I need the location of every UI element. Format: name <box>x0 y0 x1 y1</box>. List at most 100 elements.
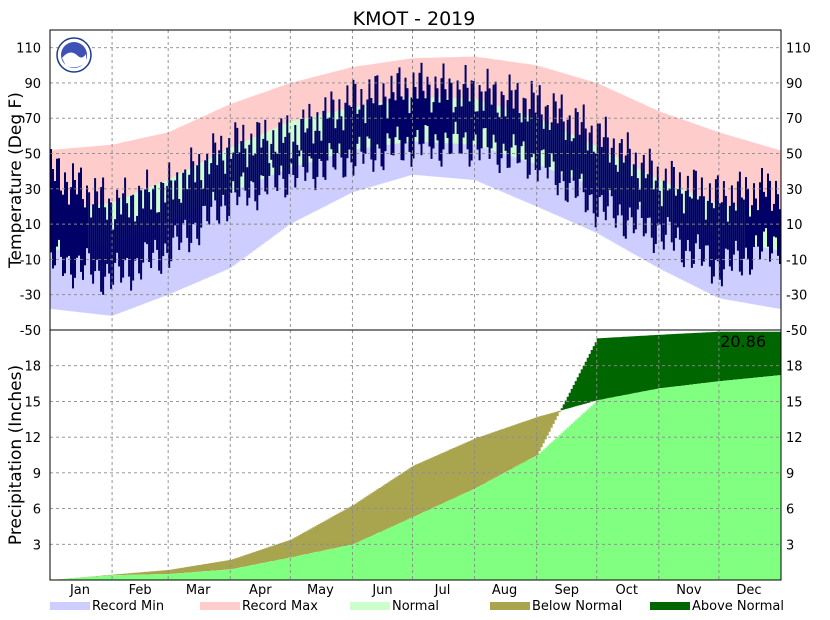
observed-temp-bar <box>522 97 525 142</box>
observed-temp-bar <box>490 104 493 149</box>
observed-temp-bar <box>378 105 381 149</box>
observed-temp-bar <box>206 153 209 222</box>
observed-temp-bar <box>562 121 565 182</box>
observed-temp-bar <box>234 122 237 193</box>
observed-temp-bar <box>568 115 571 183</box>
observed-temp-bar <box>452 112 455 134</box>
observed-temp-bar <box>740 197 743 276</box>
observed-temp-bar <box>478 85 481 161</box>
observed-temp-bar <box>736 181 739 251</box>
observed-temp-bar <box>654 180 657 244</box>
observed-temp-bar <box>256 122 259 211</box>
observed-temp-bar <box>716 175 719 262</box>
observed-temp-bar <box>474 111 477 135</box>
observed-temp-bar <box>102 177 105 295</box>
observed-temp-bar <box>702 196 705 262</box>
observed-temp-bar <box>240 141 243 177</box>
observed-temp-bar <box>296 144 299 178</box>
observed-temp-bar <box>506 100 509 168</box>
observed-temp-bar <box>684 190 687 251</box>
observed-temp-bar <box>270 143 273 160</box>
observed-temp-bar <box>310 116 313 159</box>
precip-tick-left: 15 <box>24 395 41 410</box>
observed-temp-bar <box>332 99 335 168</box>
observed-temp-bar <box>228 138 231 216</box>
observed-temp-bar <box>454 106 457 122</box>
observed-temp-bar <box>216 165 219 221</box>
observed-temp-bar <box>364 123 367 154</box>
observed-temp-bar <box>96 191 99 260</box>
temp-tick-right: 90 <box>786 77 803 92</box>
observed-temp-bar <box>524 98 527 160</box>
temp-tick-right: -30 <box>786 289 807 304</box>
observed-temperature-series <box>50 62 781 295</box>
observed-temp-bar <box>112 229 115 285</box>
observed-temp-bar <box>456 80 459 134</box>
observed-temp-bar <box>753 183 755 247</box>
observed-temp-bar <box>438 102 441 161</box>
observed-temp-bar <box>326 118 329 161</box>
observed-temp-bar <box>166 185 169 253</box>
observed-temp-bar <box>650 160 653 238</box>
observed-temp-bar <box>668 188 671 222</box>
precip-tick-right: 18 <box>786 360 803 375</box>
observed-temp-bar <box>84 207 86 266</box>
observed-temp-bar <box>394 100 397 138</box>
observed-temp-bar <box>614 164 617 228</box>
observed-temp-bar <box>544 106 547 168</box>
observed-temp-bar <box>742 199 745 259</box>
observed-temp-bar <box>412 72 415 159</box>
observed-temp-bar <box>272 130 275 168</box>
observed-temp-bar <box>738 171 741 272</box>
observed-temp-bar <box>396 73 399 127</box>
temp-tick-right: 70 <box>786 112 803 127</box>
observed-temp-bar <box>308 103 311 157</box>
observed-temp-bar <box>771 210 773 254</box>
observed-temp-bar <box>582 104 585 193</box>
observed-temp-bar <box>688 196 691 252</box>
observed-temp-bar <box>751 205 753 270</box>
observed-temp-bar <box>726 221 729 250</box>
temp-tick-right: 10 <box>786 218 803 233</box>
observed-temp-bar <box>706 200 709 246</box>
observed-temp-bar <box>100 187 103 292</box>
observed-temp-bar <box>204 160 207 206</box>
observed-temp-bar <box>594 153 597 228</box>
observed-temp-bar <box>755 198 757 236</box>
observed-temp-bar <box>484 91 487 128</box>
observed-temp-bar <box>704 219 707 246</box>
observed-temp-bar <box>636 178 639 210</box>
observed-temp-bar <box>628 148 631 208</box>
temp-tick-left: 30 <box>24 183 41 198</box>
observed-temp-bar <box>210 163 213 207</box>
observed-temp-bar <box>520 122 523 147</box>
observed-temp-bar <box>176 172 179 237</box>
observed-temp-bar <box>140 190 143 280</box>
observed-temp-bar <box>298 150 301 157</box>
observed-temp-bar <box>670 160 673 243</box>
observed-temp-bar <box>556 123 559 196</box>
observed-temp-bar <box>218 150 221 224</box>
observed-temp-bar <box>566 119 569 203</box>
observed-temp-bar <box>634 152 637 230</box>
observed-temp-bar <box>468 101 471 167</box>
observed-temp-bar <box>728 205 731 267</box>
observed-temp-bar <box>170 180 173 262</box>
observed-temp-bar <box>126 203 129 258</box>
observed-temp-bar <box>550 122 553 154</box>
observed-temp-bar <box>554 101 557 185</box>
observed-temp-bar <box>548 130 551 168</box>
observed-temp-bar <box>242 124 245 173</box>
observed-temp-bar <box>164 202 167 244</box>
observed-temp-bar <box>424 98 427 125</box>
observed-temp-bar <box>644 178 647 234</box>
tick-labels: -50 -50 -30 -30 -10 -10 10 10 30 30 50 50 70 70 90 90 11… <box>6 42 811 554</box>
observed-temp-bar <box>710 202 713 284</box>
observed-temp-bar <box>330 91 333 150</box>
observed-temp-bar <box>304 132 307 181</box>
observed-temp-bar <box>604 116 607 221</box>
month-tick-label: Nov <box>676 583 702 598</box>
observed-temp-bar <box>52 169 54 269</box>
temp-tick-right: -10 <box>786 253 807 268</box>
